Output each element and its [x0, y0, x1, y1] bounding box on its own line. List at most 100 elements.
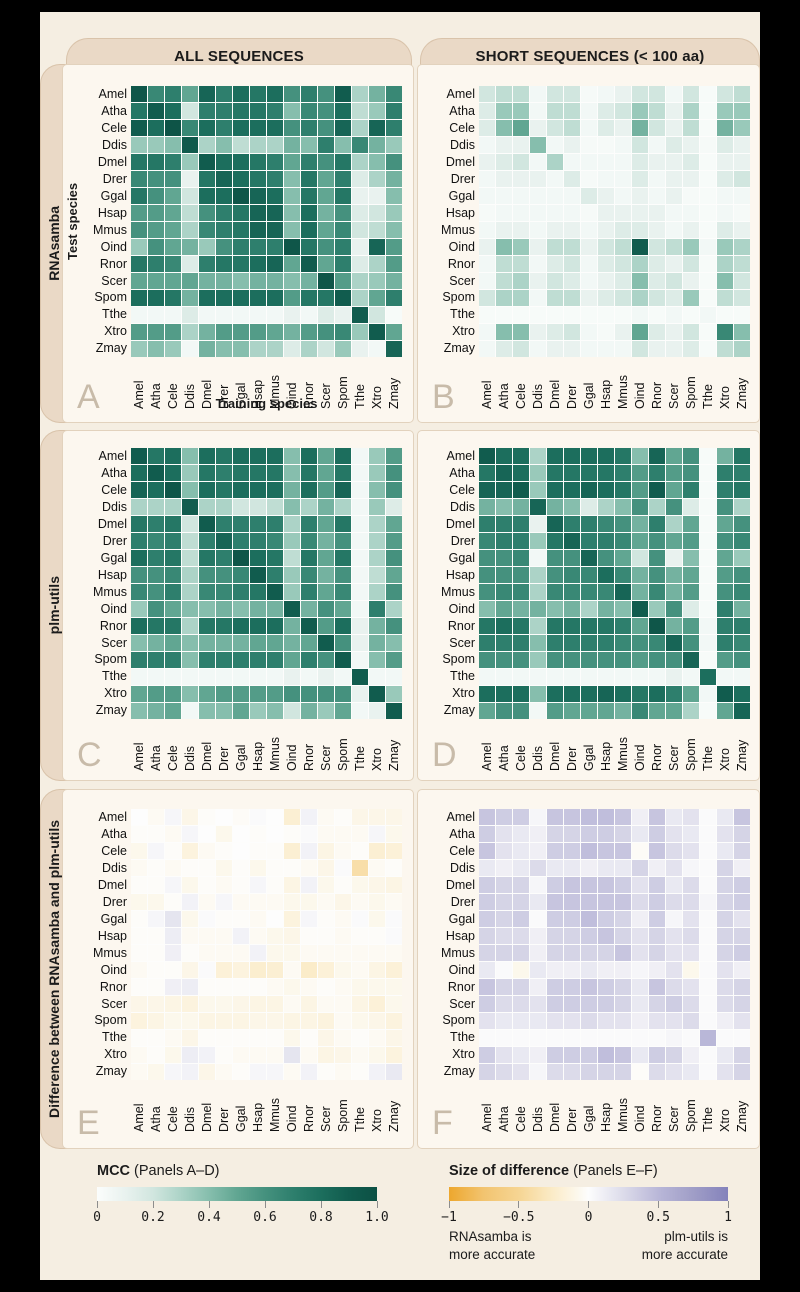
heatmap-cell: [284, 307, 300, 323]
heatmap-cell: [233, 324, 249, 340]
heatmap-cell: [386, 618, 402, 634]
heatmap-cell: [199, 341, 215, 357]
heatmap-cell: [564, 256, 580, 272]
heatmap-cell: [598, 324, 614, 340]
heatmap-cell: [598, 205, 614, 221]
heatmap-cell: [216, 103, 232, 119]
heatmap-cell: [233, 877, 249, 893]
heatmap-cell: [233, 703, 249, 719]
column-label: Ddis: [182, 745, 197, 771]
column-label: Xtro: [717, 748, 732, 771]
heatmap-cell: [683, 1030, 699, 1046]
heatmap-cell: [717, 601, 733, 617]
heatmap-cell: [547, 669, 563, 685]
heatmap-cell: [547, 188, 563, 204]
heatmap-cell: [148, 703, 164, 719]
heatmap-cell: [496, 601, 512, 617]
heatmap-cell: [700, 843, 716, 859]
heatmap-cell: [496, 341, 512, 357]
heatmap-cell: [564, 652, 580, 668]
heatmap-grid: [131, 86, 402, 357]
heatmap-cell: [352, 222, 368, 238]
heatmap-cell: [632, 843, 648, 859]
colorbar-tick: [320, 1201, 322, 1208]
heatmap-cell: [598, 652, 614, 668]
heatmap-cell: [369, 584, 385, 600]
heatmap-cell: [284, 669, 300, 685]
heatmap-cell: [301, 1064, 317, 1080]
heatmap-cell: [479, 894, 495, 910]
heatmap-cell: [717, 1030, 733, 1046]
heatmap-cell: [547, 482, 563, 498]
heatmap-cell: [479, 1030, 495, 1046]
heatmap-cell: [530, 256, 546, 272]
heatmap-cell: [352, 618, 368, 634]
heatmap-cell: [479, 826, 495, 842]
column-label: Amel: [479, 742, 494, 771]
heatmap-cell: [216, 171, 232, 187]
heatmap-cell: [564, 120, 580, 136]
heatmap-cell: [513, 448, 529, 464]
heatmap-cell: [284, 239, 300, 255]
row-label: Zmay: [443, 703, 475, 718]
heatmap-cell: [649, 137, 665, 153]
heatmap-cell: [581, 516, 597, 532]
heatmap-cell: [734, 1064, 750, 1080]
colorbar-tick: [518, 1201, 520, 1208]
row-label: Xtro: [452, 686, 475, 701]
heatmap-cell: [615, 1047, 631, 1063]
heatmap-cell: [598, 809, 614, 825]
heatmap-cell: [496, 945, 512, 961]
heatmap-cell: [734, 307, 750, 323]
heatmap-cell: [148, 171, 164, 187]
heatmap-cell: [369, 996, 385, 1012]
colorbar-tick-label: 0.2: [141, 1210, 165, 1225]
tab-short-sequences: SHORT SEQUENCES (< 100 aa): [420, 38, 760, 73]
heatmap-cell: [199, 635, 215, 651]
heatmap-cell: [683, 290, 699, 306]
heatmap-cell: [530, 290, 546, 306]
heatmap-cell: [632, 188, 648, 204]
heatmap-cell: [386, 826, 402, 842]
heatmap-cell: [547, 465, 563, 481]
heatmap-cell: [199, 465, 215, 481]
heatmap-cell: [131, 877, 147, 893]
heatmap-cell: [615, 103, 631, 119]
heatmap-cell: [479, 137, 495, 153]
heatmap-cell: [233, 567, 249, 583]
heatmap-cell: [717, 171, 733, 187]
heatmap-cell: [564, 843, 580, 859]
heatmap-cell: [318, 482, 334, 498]
heatmap-cell: [318, 324, 334, 340]
heatmap-cell: [683, 222, 699, 238]
heatmap-cell: [683, 669, 699, 685]
heatmap-cell: [479, 945, 495, 961]
heatmap-cell: [267, 341, 283, 357]
heatmap-cell: [233, 911, 249, 927]
row-labels: Amel Atha Cele Ddis Dmel Drer Ggal Hsap Mmus Oind…: [81, 86, 127, 357]
heatmap-cell: [717, 635, 733, 651]
heatmap-cell: [216, 324, 232, 340]
heatmap-cell: [233, 222, 249, 238]
heatmap-cell: [598, 567, 614, 583]
heatmap-cell: [496, 222, 512, 238]
heatmap-cell: [666, 826, 682, 842]
heatmap-cell: [564, 669, 580, 685]
heatmap-cell: [700, 809, 716, 825]
row-label: Spom: [442, 290, 475, 305]
heatmap-cell: [581, 945, 597, 961]
heatmap-cell: [649, 686, 665, 702]
row-tab-rnasamba-label: RNAsamba: [46, 206, 62, 281]
row-label: Amel: [446, 810, 475, 825]
heatmap-cell: [148, 669, 164, 685]
heatmap-cell: [369, 86, 385, 102]
heatmap-cell: [649, 809, 665, 825]
heatmap-cell: [284, 1013, 300, 1029]
heatmap-cell: [369, 826, 385, 842]
heatmap-cell: [649, 635, 665, 651]
heatmap-cell: [165, 669, 181, 685]
heatmap-cell: [598, 945, 614, 961]
heatmap-cell: [386, 567, 402, 583]
heatmap-cell: [496, 290, 512, 306]
heatmap-cell: [632, 205, 648, 221]
